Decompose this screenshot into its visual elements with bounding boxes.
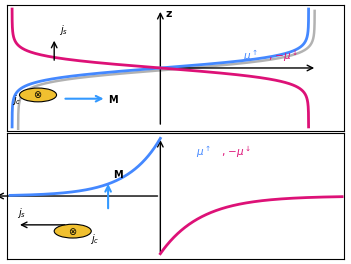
Text: $\otimes$: $\otimes$: [68, 226, 77, 237]
Text: , $-\mu^{\downarrow}$: , $-\mu^{\downarrow}$: [268, 49, 299, 64]
Text: $j_c$: $j_c$: [12, 93, 21, 107]
Text: $\mu^{\uparrow}$: $\mu^{\uparrow}$: [196, 144, 211, 160]
Text: $j_c$: $j_c$: [90, 232, 99, 246]
Text: z: z: [165, 9, 172, 19]
Text: $\mu^{\uparrow}$: $\mu^{\uparrow}$: [243, 49, 258, 64]
Circle shape: [20, 88, 57, 102]
Text: $j_s$: $j_s$: [17, 206, 26, 220]
Text: $\otimes$: $\otimes$: [33, 89, 42, 100]
Text: M: M: [108, 95, 118, 105]
Text: $j_s$: $j_s$: [59, 23, 68, 37]
Text: M: M: [113, 170, 123, 180]
Circle shape: [54, 224, 91, 238]
Text: , $-\mu^{\downarrow}$: , $-\mu^{\downarrow}$: [221, 144, 251, 160]
